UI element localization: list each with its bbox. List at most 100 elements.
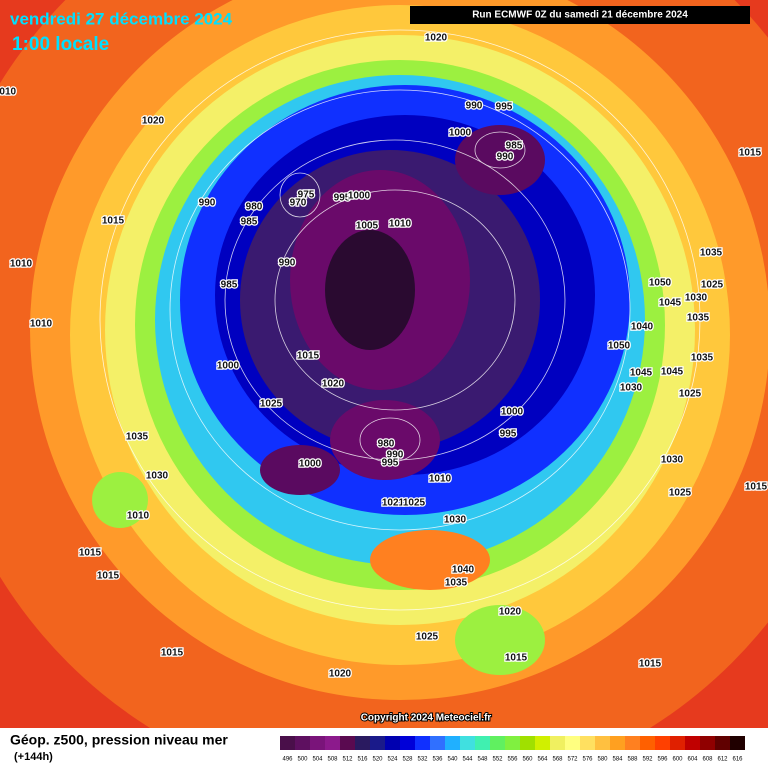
colorbar-cell (580, 736, 595, 750)
colorbar-label: 608 (702, 757, 713, 763)
colorbar-cell (295, 736, 310, 750)
pressure-label: 1045 (630, 368, 653, 379)
pressure-label: 1015 (739, 148, 762, 159)
pressure-label: 980 (246, 202, 263, 213)
pressure-label: 1030 (444, 515, 467, 526)
colorbar-label: 496 (282, 757, 293, 763)
colorbar-label: 532 (417, 757, 428, 763)
pressure-label: 1010 (389, 219, 412, 230)
pressure-label: 1010 (0, 87, 17, 98)
colorbar-label: 508 (327, 757, 338, 763)
pressure-label: 1025 (403, 498, 426, 509)
caption: Géop. z500, pression niveau mer (10, 732, 228, 748)
pressure-label: 970 (290, 198, 307, 209)
pressure-label: 985 (221, 280, 238, 291)
colorbar-cell (340, 736, 355, 750)
pressure-label: 990 (279, 258, 296, 269)
pressure-label: 995 (382, 458, 399, 469)
pressure-label: 990 (466, 101, 483, 112)
colorbar-cell (625, 736, 640, 750)
map-subtitle: 1:00 locale (12, 34, 109, 55)
pressure-label: 1015 (161, 648, 184, 659)
pressure-label: 1035 (691, 353, 714, 364)
pressure-label: 1015 (97, 571, 120, 582)
colorbar-label: 600 (672, 757, 683, 763)
colorbar-cell (730, 736, 745, 750)
pressure-label: 1010 (30, 319, 53, 330)
colorbar-label: 500 (297, 757, 308, 763)
colorbar-label: 528 (402, 757, 413, 763)
colorbar-cell (700, 736, 715, 750)
pressure-label: 990 (387, 450, 404, 461)
pressure-label: 1015 (79, 548, 102, 559)
pressure-label: 1025 (701, 280, 724, 291)
colorbar-label: 504 (312, 757, 323, 763)
colorbar-label: 564 (537, 757, 548, 763)
colorbar-label: 584 (612, 757, 623, 763)
pressure-label: 1030 (685, 293, 708, 304)
colorbar-label: 520 (372, 757, 383, 763)
colorbar-label: 576 (582, 757, 593, 763)
pressure-label: 990 (497, 152, 514, 163)
pressure-label: 1050 (608, 341, 631, 352)
pressure-label: 1005 (356, 221, 379, 232)
pressure-label: 1020 (322, 379, 345, 390)
horizon: (+144h) (14, 751, 53, 763)
pressure-label: 995 (334, 193, 351, 204)
pressure-label: 1030 (146, 471, 169, 482)
colorbar-cell (535, 736, 550, 750)
pressure-label: 1035 (700, 248, 723, 259)
colorbar-cell (370, 736, 385, 750)
colorbar-label: 548 (477, 757, 488, 763)
colorbar-cell (280, 736, 295, 750)
colorbar-label: 616 (732, 757, 743, 763)
copyright: Copyright 2024 Meteociel.fr (361, 713, 492, 724)
pressure-label: 1020 (142, 116, 165, 127)
pressure-label: 1015 (102, 216, 125, 227)
pressure-label: 1010 (127, 511, 150, 522)
colorbar-cell (460, 736, 475, 750)
pressure-label: 1035 (126, 432, 149, 443)
colorbar-label: 544 (462, 757, 473, 763)
colorbar-cell (505, 736, 520, 750)
pressure-label: 1040 (631, 322, 654, 333)
colorbar-label: 552 (492, 757, 503, 763)
colorbar-cell (640, 736, 655, 750)
colorbar-cell (565, 736, 580, 750)
colorbar-cell (685, 736, 700, 750)
pressure-label: 1025 (679, 389, 702, 400)
pressure-label: 1015 (639, 659, 662, 670)
pressure-label: 985 (241, 217, 258, 228)
colorbar-cell (325, 736, 340, 750)
pressure-label: 1021 (382, 498, 405, 509)
pressure-label: 1000 (217, 361, 240, 372)
pressure-label: 985 (506, 141, 523, 152)
pressure-label: 995 (496, 102, 513, 113)
pressure-label: 995 (500, 429, 517, 440)
colorbar-label: 592 (642, 757, 653, 763)
pressure-label: 1045 (659, 298, 682, 309)
pressure-label: 1025 (669, 488, 692, 499)
colorbar-cell (415, 736, 430, 750)
pressure-label: 1040 (452, 565, 475, 576)
colorbar-label: 580 (597, 757, 608, 763)
colorbar-cell (610, 736, 625, 750)
pressure-label: 1020 (499, 607, 522, 618)
colorbar-cell (520, 736, 535, 750)
colorbar-cell (430, 736, 445, 750)
pressure-label: 1035 (687, 313, 710, 324)
colorbar-label: 588 (627, 757, 638, 763)
pressure-label: 1050 (649, 278, 672, 289)
pressure-label: 1000 (299, 459, 322, 470)
colorbar-label: 568 (552, 757, 563, 763)
colorbar-cell (595, 736, 610, 750)
colorbar-label: 540 (447, 757, 458, 763)
colorbar-cell (475, 736, 490, 750)
pressure-label: 1015 (745, 482, 768, 493)
pressure-label: 1015 (505, 653, 528, 664)
colorbar-cell (385, 736, 400, 750)
colorbar-cell (550, 736, 565, 750)
colorbar-label: 612 (717, 757, 728, 763)
colorbar-label: 596 (657, 757, 668, 763)
